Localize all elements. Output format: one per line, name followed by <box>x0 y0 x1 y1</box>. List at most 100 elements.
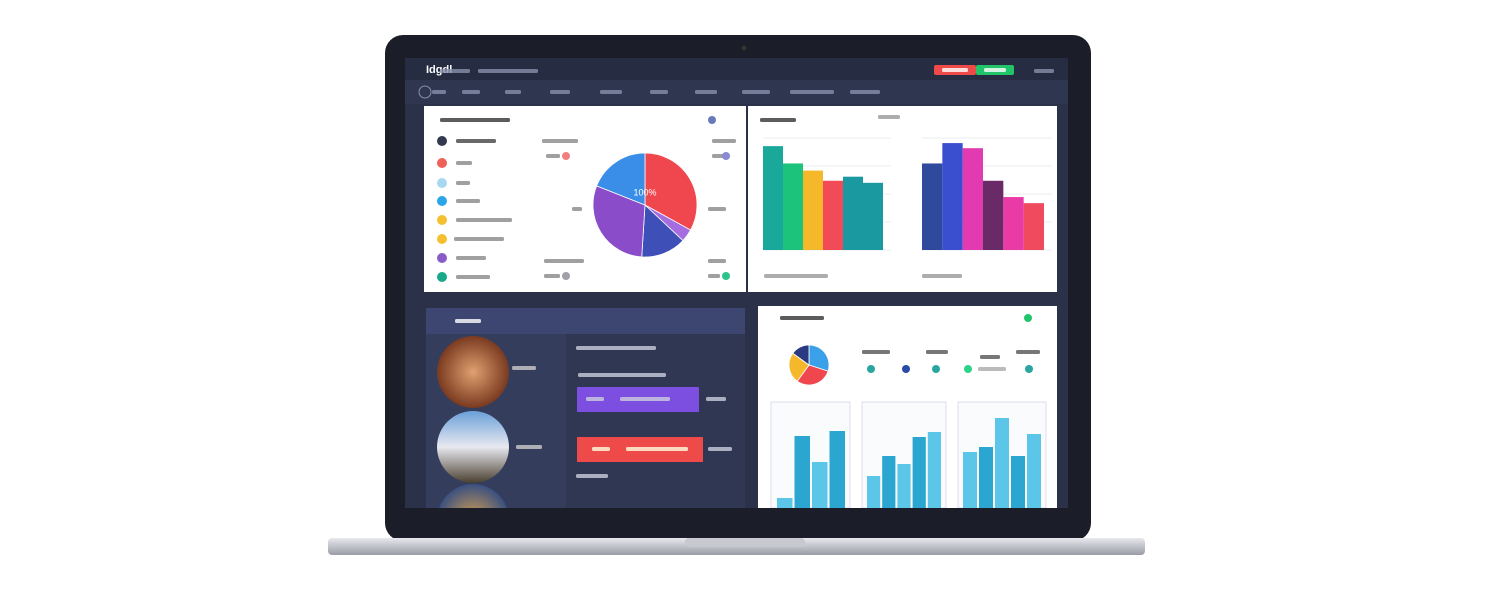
bar <box>962 148 983 250</box>
text-placeholder <box>456 275 490 279</box>
bar <box>897 464 911 508</box>
pie-slice <box>796 364 829 386</box>
legend-dot <box>437 272 447 282</box>
bar <box>1011 456 1025 508</box>
text-placeholder <box>984 68 1006 72</box>
bar <box>927 432 941 508</box>
text-placeholder <box>626 447 688 451</box>
text-placeholder <box>708 207 726 211</box>
bar <box>979 447 993 508</box>
text-placeholder <box>878 115 900 119</box>
pie-label: 100% <box>633 187 656 197</box>
legend-dot <box>437 178 447 188</box>
avatar <box>439 484 507 508</box>
text-placeholder <box>708 259 726 263</box>
text-placeholder <box>1016 350 1040 354</box>
avatar <box>437 411 509 483</box>
text-placeholder <box>456 161 472 165</box>
legend-dot <box>437 234 447 244</box>
status-dot <box>902 365 910 373</box>
status-dot <box>932 365 940 373</box>
bar <box>777 498 793 508</box>
text-placeholder <box>780 316 824 320</box>
text-placeholder <box>462 90 480 94</box>
legend-dot <box>437 136 447 146</box>
legend-dot <box>437 158 447 168</box>
bar <box>863 182 883 250</box>
text-placeholder <box>542 139 578 143</box>
bar <box>995 418 1009 508</box>
bar <box>912 437 926 508</box>
status-dot <box>1025 365 1033 373</box>
bar <box>1027 434 1041 508</box>
pie-slice <box>792 344 810 366</box>
text-placeholder <box>862 350 890 354</box>
bar <box>794 436 810 508</box>
text-placeholder <box>456 139 496 143</box>
bar <box>829 431 845 508</box>
text-placeholder <box>760 118 796 122</box>
text-placeholder <box>432 90 446 94</box>
text-placeholder <box>922 274 962 278</box>
status-dot <box>867 365 875 373</box>
screen: Idgdl 100% <box>405 58 1068 508</box>
bar <box>922 163 943 250</box>
text-placeholder <box>708 447 732 451</box>
bar <box>823 180 843 250</box>
text-placeholder <box>546 154 560 158</box>
nav-icon <box>418 85 432 99</box>
camera <box>741 45 747 51</box>
top-bar <box>405 58 1068 80</box>
bar <box>983 180 1004 250</box>
status-dot <box>722 152 730 160</box>
bar <box>803 170 823 250</box>
pie-slice <box>596 152 646 206</box>
text-placeholder <box>440 118 510 122</box>
notch <box>685 538 805 547</box>
bar <box>812 462 828 508</box>
bar <box>942 143 963 250</box>
text-placeholder <box>578 373 666 377</box>
legend-dot <box>437 196 447 206</box>
bar <box>763 146 783 250</box>
pie-slice <box>592 185 646 258</box>
bar <box>843 176 863 250</box>
text-placeholder <box>712 139 736 143</box>
text-placeholder <box>978 367 1006 371</box>
text-placeholder <box>942 68 968 72</box>
status-dot <box>964 365 972 373</box>
text-placeholder <box>742 90 770 94</box>
text-placeholder <box>576 346 656 350</box>
text-placeholder <box>456 199 480 203</box>
text-placeholder <box>650 90 668 94</box>
text-placeholder <box>706 397 726 401</box>
text-placeholder <box>850 90 880 94</box>
bar <box>963 452 977 508</box>
bar <box>1003 197 1024 250</box>
pie-slice <box>808 344 830 372</box>
status-dot <box>562 272 570 280</box>
bar <box>783 163 803 250</box>
text-placeholder <box>592 447 610 451</box>
nav-bar <box>405 80 1068 104</box>
avatar <box>437 336 509 408</box>
pie-slice <box>788 352 810 382</box>
status-dot <box>708 116 716 124</box>
status-dot <box>722 272 730 280</box>
legend-dot <box>437 253 447 263</box>
bar <box>867 476 881 508</box>
text-placeholder <box>550 90 570 94</box>
text-placeholder <box>926 350 948 354</box>
bar <box>1023 203 1044 250</box>
text-placeholder <box>512 366 536 370</box>
text-placeholder <box>695 90 717 94</box>
text-placeholder <box>620 397 670 401</box>
text-placeholder <box>586 397 604 401</box>
text-placeholder <box>572 207 582 211</box>
text-placeholder <box>455 319 481 323</box>
text-placeholder <box>790 90 834 94</box>
text-placeholder <box>516 445 542 449</box>
text-placeholder <box>456 218 512 222</box>
